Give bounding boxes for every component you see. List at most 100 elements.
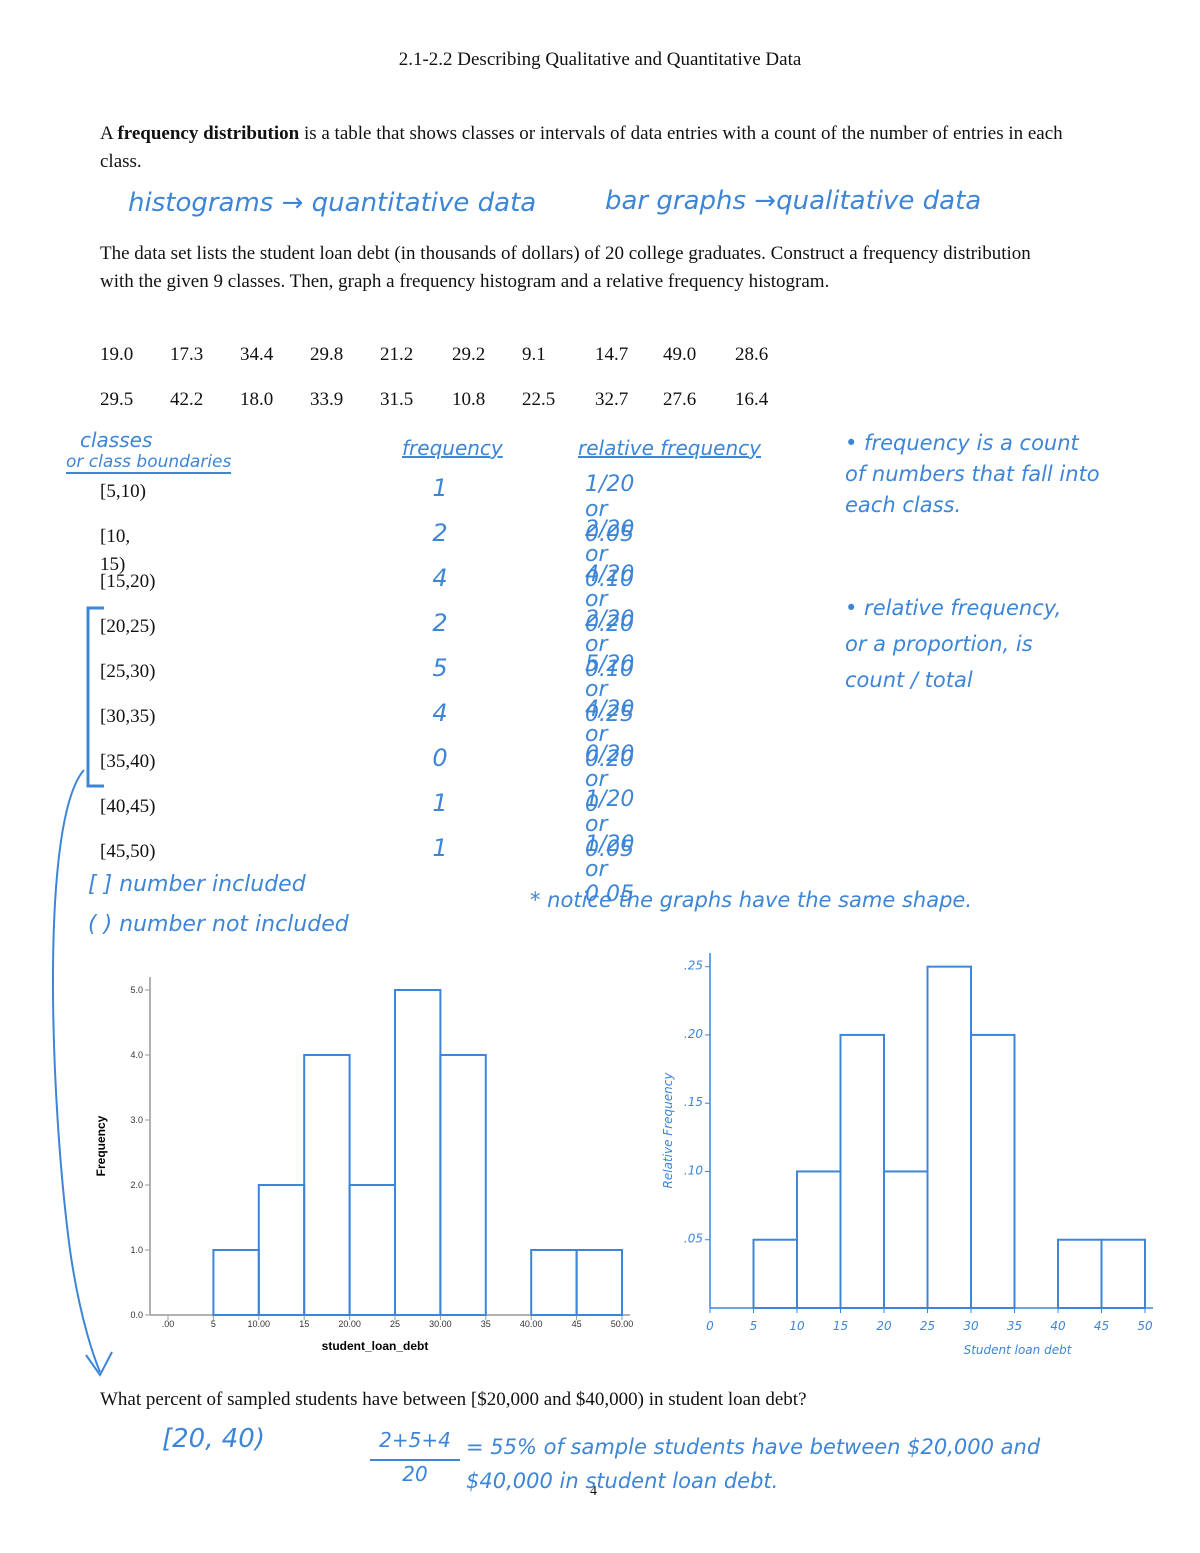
bar	[530, 1249, 578, 1316]
x-tick-label: .00	[162, 1319, 175, 1329]
frequency-cell: 5	[432, 654, 448, 682]
x-tick-label: 15	[833, 1319, 848, 1333]
frequency-cell: 4	[432, 699, 448, 727]
x-tick-label: 5	[750, 1319, 758, 1333]
x-tick-label: 35	[1007, 1319, 1022, 1333]
class-cell: [35,40)	[100, 751, 156, 772]
data-value: 28.6	[735, 344, 769, 365]
frequency-cell: 1	[432, 789, 448, 817]
y-tick-label: .15	[684, 1095, 703, 1109]
bar	[1100, 1238, 1146, 1310]
bracket-note: ( ) number not included	[88, 912, 349, 937]
note: histograms → quantitative data	[128, 188, 537, 218]
shape-note: * notice the graphs have the same shape.	[530, 888, 973, 912]
definition: A frequency distribution is a table that…	[100, 120, 1080, 176]
table-header: or class boundaries	[66, 452, 232, 474]
x-tick-label: 45	[1094, 1319, 1109, 1333]
x-tick-label: 30	[963, 1319, 979, 1333]
text: A	[100, 123, 118, 144]
x-tick-label: 30.00	[429, 1319, 452, 1329]
term: frequency distribution	[117, 123, 300, 144]
relative-cell: 4/20 or 0.20	[585, 697, 635, 772]
data-value: 17.3	[170, 344, 204, 365]
bar	[575, 1249, 624, 1316]
bar	[796, 1170, 842, 1309]
class-cell: [30,35)	[100, 706, 156, 727]
x-tick-label: 5	[211, 1319, 216, 1329]
arrowhead	[85, 1351, 113, 1377]
relative-cell: 2/20 or 0.10	[585, 607, 635, 682]
relative-cell: 2/20 or 0.10	[585, 517, 635, 592]
side-note: • relative frequency, or a proportion, i…	[845, 596, 1062, 692]
relative-cell: 1/20 or 0.05	[585, 832, 635, 907]
x-tick-label: 10.00	[248, 1319, 271, 1329]
data-value: 22.5	[522, 389, 556, 410]
answer-denominator: 20	[402, 1462, 428, 1486]
data-value: 42.2	[170, 389, 204, 410]
data-value: 33.9	[310, 389, 344, 410]
relative-cell: 0/20 or 0	[585, 742, 635, 817]
frequency-cell: 1	[432, 834, 448, 862]
side-note: • frequency is a count of numbers that f…	[845, 431, 1100, 517]
table-header: relative frequency	[578, 436, 761, 460]
data-value: 34.4	[240, 344, 274, 365]
x-tick-label: 15	[299, 1319, 309, 1329]
y-tick-label: .05	[684, 1232, 703, 1246]
bar	[970, 1033, 1016, 1310]
x-tick-label: 50.00	[611, 1319, 634, 1329]
x-axis-label: student_loan_debt	[322, 1339, 429, 1353]
bracket-note: [ ] number included	[88, 872, 306, 897]
y-axis-label: Relative Frequency	[661, 1072, 675, 1189]
data-value: 21.2	[380, 344, 414, 365]
bar	[394, 989, 442, 1316]
relative-cell: 1/20 or 0.05	[585, 787, 635, 862]
x-tick-label: 0	[706, 1319, 714, 1333]
class-cell: [40,45)	[100, 796, 156, 817]
data-value: 29.2	[452, 344, 486, 365]
x-tick-label: 25	[390, 1319, 400, 1329]
data-value: 29.5	[100, 389, 134, 410]
table-header: classes	[80, 428, 153, 452]
x-tick-label: 35	[481, 1319, 491, 1329]
y-tick-label: .20	[684, 1027, 703, 1041]
question: What percent of sampled students have be…	[100, 1389, 807, 1410]
arrow	[51, 769, 101, 1373]
data-value: 19.0	[100, 344, 134, 365]
answer-result: = 55% of sample students have between $2…	[466, 1435, 1041, 1493]
x-axis-label: Student loan debt	[964, 1343, 1073, 1357]
bar	[752, 1238, 798, 1310]
class-cell: [25,30)	[100, 661, 156, 682]
table-header: frequency	[402, 436, 503, 460]
frequency-cell: 4	[432, 564, 448, 592]
relative-cell: 4/20 or 0.20	[585, 562, 635, 637]
x-tick-label: 50	[1137, 1319, 1153, 1333]
bar	[1057, 1238, 1103, 1310]
data-value: 27.6	[663, 389, 697, 410]
y-tick-label: 4.0	[130, 1050, 143, 1060]
y-tick-label: 1.0	[130, 1245, 143, 1255]
bar	[303, 1054, 351, 1316]
data-value: 31.5	[380, 389, 414, 410]
y-tick-label: 2.0	[130, 1180, 143, 1190]
bar	[883, 1170, 929, 1309]
x-tick-label: 25	[920, 1319, 935, 1333]
answer-numerator: 2+5+4	[379, 1428, 451, 1452]
note: bar graphs →qualitative data	[605, 186, 982, 216]
y-tick-label: 0.0	[130, 1310, 143, 1320]
bar	[839, 1033, 885, 1310]
y-axis-label: Frequency	[94, 1115, 108, 1176]
data-value: 49.0	[663, 344, 697, 365]
x-tick-label: 45	[572, 1319, 582, 1329]
frequency-cell: 2	[432, 609, 448, 637]
bar	[439, 1054, 487, 1316]
frequency-cell: 2	[432, 519, 448, 547]
bar	[212, 1249, 260, 1316]
data-value: 9.1	[522, 344, 546, 365]
class-cell: [20,25)	[100, 616, 156, 637]
y-tick-label: .25	[684, 959, 703, 973]
y-tick-label: 3.0	[130, 1115, 143, 1125]
class-cell: [45,50)	[100, 841, 156, 862]
page-number: 4	[590, 1484, 597, 1499]
